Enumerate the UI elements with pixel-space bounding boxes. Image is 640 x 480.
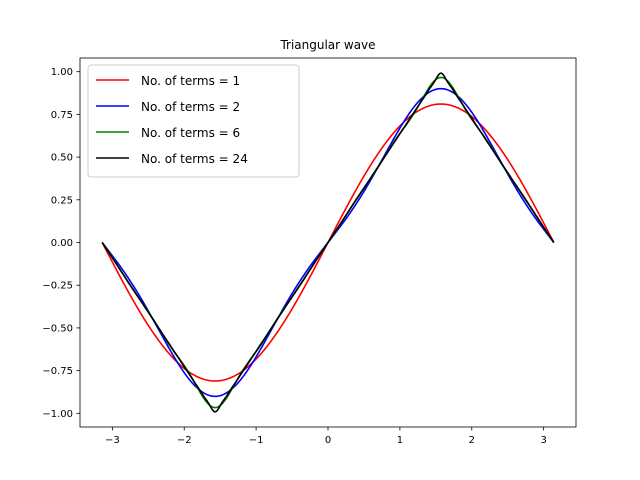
x-tick-label-1: −2 — [177, 435, 192, 446]
legend-label-1: No. of terms = 1 — [141, 74, 240, 88]
y-axis: −1.00 −0.75 −0.50 −0.25 0.00 0.25 0.50 0.75 1.00 — [42, 67, 80, 420]
y-tick-label-3: −0.25 — [42, 281, 73, 292]
legend-label-4: No. of terms = 24 — [141, 152, 248, 166]
legend-box — [87, 64, 300, 178]
y-tick-label-5: 0.25 — [51, 195, 73, 206]
series-layer — [101, 72, 555, 413]
series-line-4 — [101, 72, 555, 413]
y-tick-label-4: 0.00 — [51, 238, 73, 249]
x-tick-label-6: 3 — [540, 435, 546, 446]
x-tick-label-5: 2 — [469, 435, 475, 446]
y-tick-label-8: 1.00 — [51, 67, 73, 78]
y-tick-label-2: −0.50 — [42, 323, 73, 334]
x-tick-label-3: 0 — [325, 435, 331, 446]
y-tick-label-7: 0.75 — [51, 110, 73, 121]
legend: No. of terms = 1 No. of terms = 2 No. of t… — [87, 64, 300, 178]
legend-label-2: No. of terms = 2 — [141, 100, 240, 114]
legend-label-3: No. of terms = 6 — [141, 126, 240, 140]
x-axis: −3 −2 −1 0 1 2 3 — [105, 427, 547, 446]
x-tick-label-0: −3 — [105, 435, 120, 446]
chart-title: Triangular wave — [279, 38, 375, 52]
y-tick-label-6: 0.50 — [51, 153, 73, 164]
x-tick-label-2: −1 — [249, 435, 264, 446]
x-tick-label-4: 1 — [397, 435, 403, 446]
y-tick-label-0: −1.00 — [42, 409, 73, 420]
y-tick-label-1: −0.75 — [42, 366, 73, 377]
